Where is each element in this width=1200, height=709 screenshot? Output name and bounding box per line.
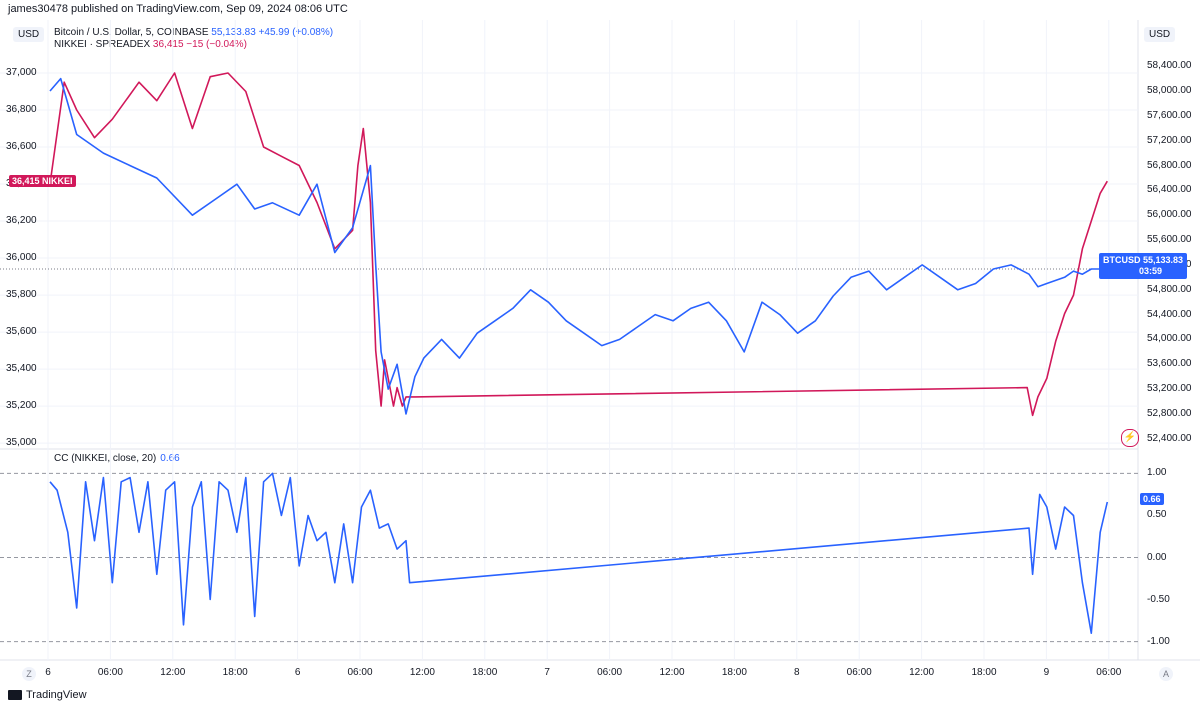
cc-value-badge: 0.66 [1140,493,1164,505]
cc-legend[interactable]: CC (NIKKEI, close, 20) 0.66 [54,453,180,464]
auto-scale-button[interactable]: A [1159,667,1173,681]
cc-axis-tick: -0.50 [1147,593,1170,605]
cc-legend-value: 0.66 [160,453,180,464]
right-axis-tick: 53,600.00 [1147,358,1192,370]
left-axis-tick: 35,400 [6,363,37,375]
nikkei-series-line [49,72,1108,417]
btc-badge-countdown: 03:59 [1139,266,1163,276]
left-axis-tick: 35,200 [6,400,37,412]
time-axis-tick: 18:00 [472,667,498,678]
left-axis-tick: 36,600 [6,140,37,152]
time-axis-tick: 12:00 [909,667,935,678]
footer-brand[interactable]: TradingView [8,689,87,701]
right-axis-tick: 52,400.00 [1147,432,1192,444]
right-axis-tick: 54,000.00 [1147,333,1192,345]
time-axis-tick: 18:00 [721,667,747,678]
right-axis-tick: 52,800.00 [1147,407,1192,419]
time-axis-tick: 6 [294,667,301,678]
time-axis-tick: 12:00 [409,667,435,678]
time-axis-tick: 12:00 [659,667,685,678]
tradingview-logo-icon [8,690,22,700]
right-axis-tick: 53,200.00 [1147,383,1192,395]
cc-axis-tick: 0.00 [1147,551,1167,563]
cc-axis-tick: -1.00 [1147,635,1170,647]
btc-legend[interactable]: Bitcoin / U.S. Dollar, 5, COINBASE 55,13… [54,27,333,38]
time-axis-tick: 7 [544,667,550,678]
left-axis-tick: 37,000 [6,66,37,78]
publisher-credit: james30478 published on TradingView.com,… [8,3,348,15]
btc-legend-name: Bitcoin / U.S. Dollar, 5, COINBASE [54,27,209,38]
time-axis-tick: 18:00 [222,667,248,678]
cc-legend-label: CC (NIKKEI, close, 20) [54,453,157,464]
right-axis-tick: 55,600.00 [1147,234,1192,246]
time-axis-tick: 18:00 [971,667,997,678]
left-axis-tick: 36,800 [6,103,37,115]
right-axis-tick: 57,200.00 [1147,134,1192,146]
cc-axis-tick: 0.50 [1147,509,1167,521]
nikkei-legend-value: 36,415 [152,39,184,50]
nikkei-price-badge: 36,415 NIKKEI [9,175,76,187]
right-axis-tick: 56,800.00 [1147,159,1192,171]
nikkei-legend-name: NIKKEI · SPREADEX [54,39,151,50]
z-button[interactable]: Z [22,667,36,681]
btc-series-line [49,77,1108,415]
right-currency-label[interactable]: USD [1144,27,1176,42]
btc-price-badge: BTCUSD 55,133.83 03:59 [1099,253,1188,279]
btc-legend-value: 55,133.83 [211,27,256,38]
time-axis-tick: 12:00 [160,667,186,678]
nikkei-badge-label: NIKKEI [42,176,73,186]
nikkei-legend[interactable]: NIKKEI · SPREADEX 36,415 −15 (−0.04%) [54,39,247,50]
btc-badge-label: BTCUSD [1103,255,1141,265]
footer-brand-label: TradingView [26,689,87,701]
time-axis-tick: 06:00 [1096,667,1122,678]
btc-legend-change: +45.99 (+0.08%) [258,27,334,38]
right-axis-tick: 56,400.00 [1147,184,1192,196]
time-axis-tick: 6 [45,667,51,678]
left-axis-tick: 35,000 [6,437,37,449]
cc-series-line [49,472,1109,635]
right-axis-tick: 58,400.00 [1147,60,1192,72]
left-axis-tick: 36,000 [6,252,37,264]
nikkei-legend-change: −15 (−0.04%) [186,39,247,50]
time-axis-tick: 8 [794,667,800,678]
time-axis-tick: 06:00 [846,667,872,678]
right-axis-tick: 58,000.00 [1147,85,1192,97]
time-axis-tick: 06:00 [97,667,123,678]
btc-badge-value: 55,133.83 [1143,255,1184,265]
time-axis-tick: 9 [1043,667,1050,678]
right-axis-tick: 57,600.00 [1147,109,1192,121]
left-axis-tick: 36,200 [6,215,37,227]
left-axis-tick: 35,600 [6,326,37,338]
alert-icon[interactable]: ⚡ [1121,429,1139,447]
cc-axis-tick: 1.00 [1147,467,1167,479]
time-axis-tick: 06:00 [597,667,623,678]
right-axis-tick: 56,000.00 [1147,209,1192,221]
left-currency-label[interactable]: USD [13,27,45,42]
right-axis-tick: 54,800.00 [1147,283,1192,295]
right-axis-tick: 54,400.00 [1147,308,1192,320]
time-axis-tick: 06:00 [347,667,373,678]
left-axis-tick: 35,800 [6,289,37,301]
nikkei-badge-value: 36,415 [12,176,40,186]
